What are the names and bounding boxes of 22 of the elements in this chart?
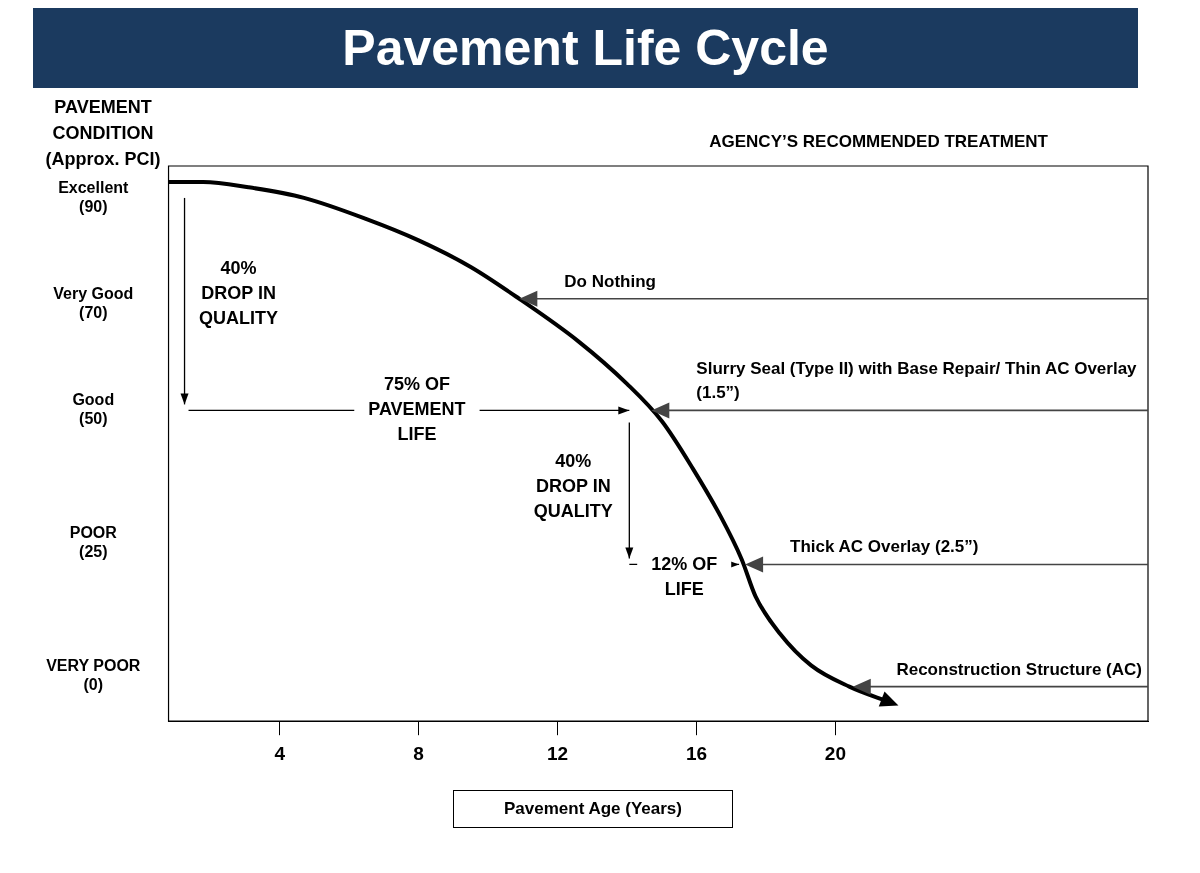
annotation: 40% DROP IN QUALITY [533,451,613,522]
x-tick-label: 4 [274,742,286,764]
x-tick-label: 8 [413,742,424,764]
annotation: Reconstruction Structure (AC) [896,659,1143,679]
y-tick-label: Good (50) [72,391,115,428]
annotation: 12% OF LIFE [651,553,718,599]
x-axis-title: Pavement Age (Years) [453,790,733,828]
y-axis-title: PAVEMENT CONDITION (Approx. PCI) [44,96,162,171]
y-tick-label: Very Good (70) [53,284,134,322]
chart-title: Pavement Life Cycle [33,8,1138,88]
chart-subtitle: AGENCY’S RECOMMENDED TREATMENT [709,132,1048,152]
annotation: 40% DROP IN QUALITY [199,257,279,328]
annotation: Do Nothing [564,271,656,291]
annotation: Slurry Seal (Type II) with Base Repair/ Thin AC Overlay (1.5”) [696,359,1138,403]
x-tick-label: 12 [546,742,569,764]
y-tick-label: VERY POOR (0) [46,656,141,694]
y-tick-label: POOR (25) [69,524,118,561]
y-tick-label: Excellent (90) [58,178,130,215]
annotation: 75% OF PAVEMENT LIFE [368,374,466,445]
x-tick-label: 16 [685,742,708,764]
annotation: Thick AC Overlay (2.5”) [790,537,979,557]
x-tick-label: 20 [824,742,846,764]
